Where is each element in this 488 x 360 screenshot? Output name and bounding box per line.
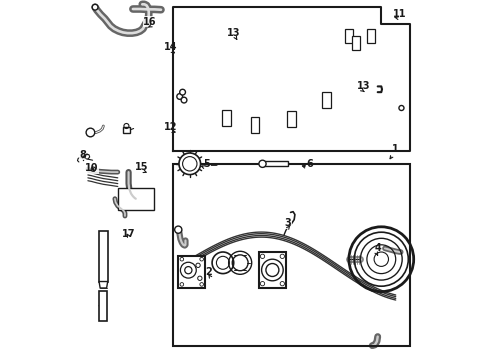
Text: 10: 10 [84,163,98,174]
Text: 3: 3 [284,218,290,228]
Text: 4: 4 [373,243,380,253]
Text: 13: 13 [226,28,240,38]
Circle shape [179,153,200,175]
Text: 17: 17 [122,229,135,239]
Text: 13: 13 [356,81,369,91]
Text: 11: 11 [392,9,405,19]
Text: 8: 8 [79,150,86,160]
Bar [118,188,153,210]
Bar [99,231,107,282]
Text: 12: 12 [163,122,177,132]
Text: 1: 1 [391,144,398,154]
Polygon shape [99,282,107,288]
Text: 15: 15 [135,162,148,172]
Bar [345,29,352,43]
Bar [250,117,259,133]
Bar [122,127,130,133]
Circle shape [179,89,185,95]
Circle shape [86,128,95,137]
Bar [322,92,330,108]
Circle shape [174,226,182,233]
Text: 16: 16 [143,17,157,27]
Bar [287,111,295,127]
Bar [366,29,374,43]
Bar [172,164,409,346]
Circle shape [92,4,98,10]
Circle shape [212,252,233,274]
Text: 9: 9 [101,269,107,279]
Circle shape [258,160,265,167]
Bar [99,291,107,321]
Text: 7: 7 [98,305,104,315]
Bar [258,252,285,288]
Circle shape [177,94,182,99]
Circle shape [181,97,186,103]
Bar [352,36,360,50]
Text: 2: 2 [204,267,211,277]
Bar [222,110,230,126]
Bar [262,161,287,166]
Bar [178,256,205,288]
Text: 6: 6 [305,159,312,169]
Text: 14: 14 [163,42,177,52]
Text: 5: 5 [203,159,210,169]
